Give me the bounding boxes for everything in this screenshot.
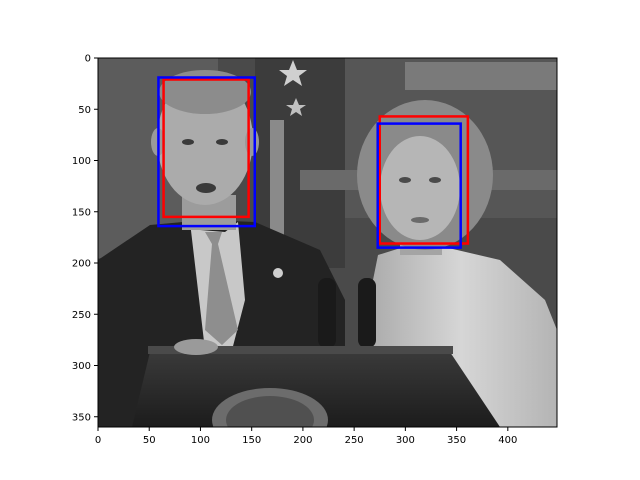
man-tie xyxy=(205,232,238,345)
woman-face xyxy=(380,136,460,240)
man-eye-right xyxy=(216,139,228,145)
y-axis-ticks: 0 50 100 150 200 250 300 350 xyxy=(72,54,98,423)
x-axis-ticks: 0 50 100 150 200 250 300 350 400 xyxy=(95,427,517,446)
woman-eye-left xyxy=(399,177,411,183)
microphone-left xyxy=(318,278,336,348)
flag-star-2 xyxy=(286,98,306,116)
man-eye-left xyxy=(182,139,194,145)
y-tick-label: 250 xyxy=(72,310,91,321)
axes-frame xyxy=(97,57,558,428)
podium-top-edge xyxy=(148,346,453,354)
x-tick-label: 350 xyxy=(447,435,466,446)
picture-frame xyxy=(405,62,557,90)
x-tick-label: 50 xyxy=(143,435,156,446)
man-hair xyxy=(159,70,251,114)
y-tick-label: 100 xyxy=(72,156,91,167)
podium-seal-inner xyxy=(226,396,314,427)
woman-mouth xyxy=(411,217,429,223)
bounding-box-2 xyxy=(157,76,257,228)
y-tick-label: 300 xyxy=(72,361,91,372)
x-tick-label: 200 xyxy=(293,435,312,446)
x-tick-label: 400 xyxy=(498,435,517,446)
y-tick-label: 150 xyxy=(72,207,91,218)
woman-eye-right xyxy=(429,177,441,183)
microphone-right xyxy=(358,278,376,348)
x-tick-label: 100 xyxy=(191,435,210,446)
y-tick-label: 200 xyxy=(72,259,91,270)
x-tick-label: 300 xyxy=(396,435,415,446)
x-tick-label: 0 xyxy=(95,435,101,446)
photo xyxy=(98,58,557,427)
man-mouth xyxy=(196,183,216,193)
x-tick-label: 150 xyxy=(242,435,261,446)
y-tick-label: 350 xyxy=(72,412,91,423)
flag-stripe xyxy=(270,120,284,260)
bounding-box-4 xyxy=(376,122,462,249)
detection-boxes xyxy=(157,76,470,249)
bounding-box-1 xyxy=(162,78,250,219)
y-tick-label: 50 xyxy=(78,105,91,116)
man-ear-right xyxy=(245,128,259,156)
man-hand xyxy=(174,339,218,355)
lapel-pin xyxy=(273,268,283,278)
flag-star-1 xyxy=(279,60,307,86)
x-tick-label: 250 xyxy=(345,435,364,446)
y-tick-label: 0 xyxy=(85,54,91,65)
bounding-box-3 xyxy=(378,115,470,245)
